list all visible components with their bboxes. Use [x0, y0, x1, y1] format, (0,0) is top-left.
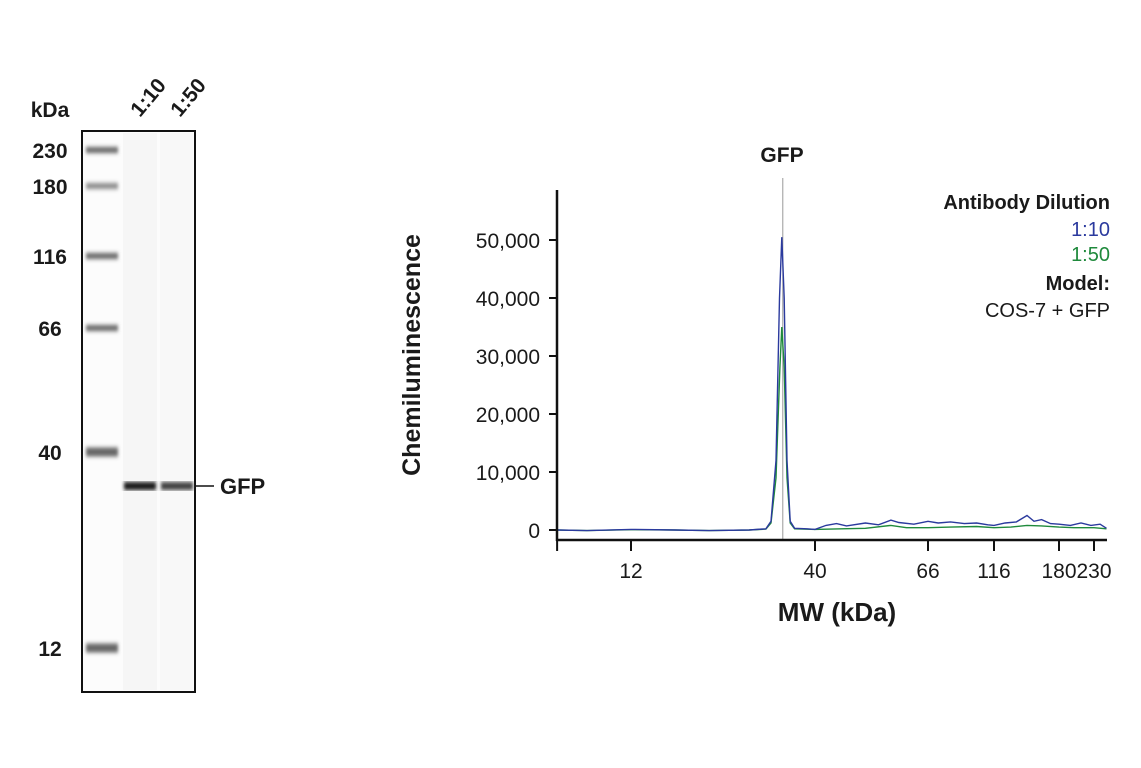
- y-tick-label: 10,000: [476, 462, 540, 485]
- y-tick-label: 30,000: [476, 346, 540, 369]
- ladder-band: [86, 183, 118, 189]
- x-axis-label: MW (kDa): [778, 597, 896, 627]
- series-line-1-10: [557, 237, 1107, 532]
- series-line-1-50: [557, 326, 1107, 532]
- ladder-band: [86, 447, 118, 457]
- kda-unit-label: kDa: [31, 99, 70, 122]
- lane-1-50-background: [160, 133, 193, 690]
- x-tick-label: 12: [619, 560, 642, 583]
- x-tick-label: 230: [1076, 560, 1111, 583]
- lane-1-10-background: [123, 133, 157, 690]
- y-axis-label: Chemiluminescence: [398, 234, 426, 476]
- ladder-band: [86, 147, 118, 153]
- ladder-label: 12: [38, 638, 61, 661]
- sample-bands: [124, 482, 193, 490]
- lane-label-1-50: 1:50: [166, 74, 211, 121]
- ladder-labels: 230 180 116 66 40 12: [32, 140, 67, 661]
- x-tick-label: 180: [1041, 560, 1076, 583]
- y-tick-label: 40,000: [476, 288, 540, 311]
- y-ticks: 0 10,000 20,000 30,000 40,000 50,000: [476, 230, 557, 543]
- gfp-sample-band: [161, 482, 193, 490]
- y-tick-label: 0: [528, 520, 540, 543]
- legend-entry-1-10: 1:10: [1071, 219, 1110, 241]
- capillary-blot-image: kDa 1:10 1:50 230 180 116 66 40 12 GFP: [31, 74, 265, 693]
- legend: Antibody Dilution 1:10 1:50 Model: COS-7…: [943, 192, 1110, 322]
- ladder-label: 116: [33, 246, 67, 269]
- chart-peak-label: GFP: [760, 144, 803, 167]
- legend-entry-1-50: 1:50: [1071, 244, 1110, 266]
- electropherogram-chart: GFP 0 10,000 20,000 30,000 40,000 50,000 12 40…: [398, 144, 1112, 627]
- legend-model-value: COS-7 + GFP: [985, 300, 1110, 322]
- gfp-band-label: GFP: [220, 474, 265, 499]
- x-tick-label: 66: [916, 560, 939, 583]
- gfp-sample-band: [124, 482, 156, 490]
- ladder-band: [86, 325, 118, 331]
- ladder-label: 230: [32, 140, 67, 163]
- ladder-band: [86, 253, 118, 259]
- ladder-band: [86, 643, 118, 653]
- ladder-label: 40: [38, 442, 61, 465]
- series-lines: [557, 237, 1107, 532]
- x-tick-label: 116: [977, 560, 1010, 583]
- ladder-label: 180: [32, 176, 67, 199]
- legend-title: Antibody Dilution: [943, 192, 1110, 214]
- y-tick-label: 20,000: [476, 404, 540, 427]
- lane-label-1-10: 1:10: [126, 74, 171, 121]
- legend-model-label: Model:: [1046, 273, 1110, 295]
- ladder-label: 66: [38, 318, 61, 341]
- ladder-bands: [86, 147, 118, 653]
- x-ticks: 12 40 66 116 180 230: [556, 540, 1112, 583]
- x-tick-label: 40: [803, 560, 826, 583]
- y-tick-label: 50,000: [476, 230, 540, 253]
